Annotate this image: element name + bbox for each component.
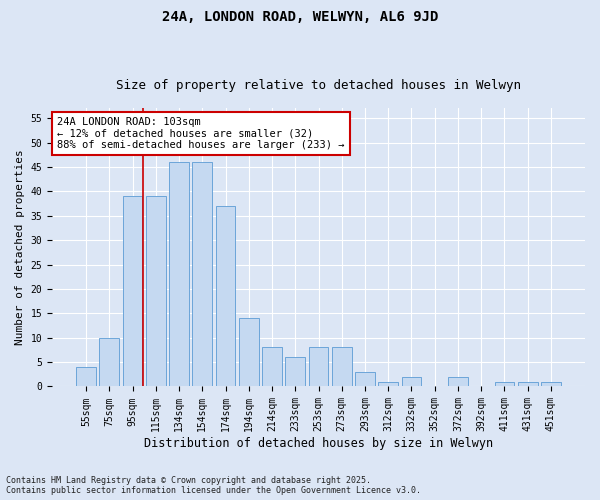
Y-axis label: Number of detached properties: Number of detached properties [15,150,25,346]
Bar [123,196,142,386]
Bar [518,382,538,386]
Bar [193,162,212,386]
Title: Size of property relative to detached houses in Welwyn: Size of property relative to detached ho… [116,79,521,92]
Bar [169,162,189,386]
Bar [262,348,282,387]
Bar [401,376,421,386]
Bar [379,382,398,386]
Bar [332,348,352,387]
Bar [100,338,119,386]
Bar [541,382,561,386]
Text: Contains HM Land Registry data © Crown copyright and database right 2025.
Contai: Contains HM Land Registry data © Crown c… [6,476,421,495]
Bar [239,318,259,386]
Text: 24A, LONDON ROAD, WELWYN, AL6 9JD: 24A, LONDON ROAD, WELWYN, AL6 9JD [162,10,438,24]
Bar [355,372,375,386]
Bar [448,376,468,386]
Bar [286,357,305,386]
Bar [146,196,166,386]
Bar [215,206,235,386]
X-axis label: Distribution of detached houses by size in Welwyn: Distribution of detached houses by size … [144,437,493,450]
Bar [494,382,514,386]
Bar [308,348,328,387]
Bar [76,367,96,386]
Text: 24A LONDON ROAD: 103sqm
← 12% of detached houses are smaller (32)
88% of semi-de: 24A LONDON ROAD: 103sqm ← 12% of detache… [58,117,345,150]
